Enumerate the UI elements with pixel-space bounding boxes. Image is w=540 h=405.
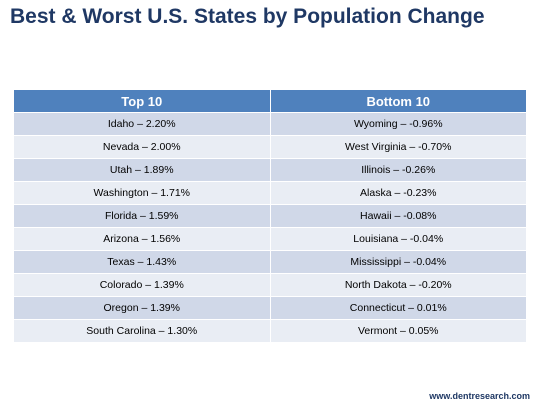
bottom-10-cell: Mississippi – -0.04% [270, 250, 526, 274]
table-header-row: Top 10 Bottom 10 [14, 90, 526, 113]
table-row: Colorado – 1.39% North Dakota – -0.20% [14, 273, 526, 297]
bottom-10-cell: North Dakota – -0.20% [270, 273, 526, 297]
column-header-bottom-10: Bottom 10 [270, 90, 526, 113]
top-10-cell: Texas – 1.43% [14, 250, 271, 274]
top-10-cell: South Carolina – 1.30% [14, 319, 271, 342]
table-row: South Carolina – 1.30% Vermont – 0.05% [14, 319, 526, 342]
bottom-10-cell: Connecticut – 0.01% [270, 296, 526, 320]
population-change-table: Top 10 Bottom 10 Idaho – 2.20% Wyoming – … [14, 90, 526, 342]
bottom-10-cell: Wyoming – -0.96% [270, 112, 526, 136]
bottom-10-cell: Hawaii – -0.08% [270, 204, 526, 228]
top-10-cell: Idaho – 2.20% [14, 112, 271, 136]
bottom-10-cell: Illinois – -0.26% [270, 158, 526, 182]
top-10-cell: Florida – 1.59% [14, 204, 271, 228]
top-10-cell: Nevada – 2.00% [14, 135, 271, 159]
top-10-cell: Colorado – 1.39% [14, 273, 271, 297]
bottom-10-cell: Louisiana – -0.04% [270, 227, 526, 251]
footer-url: www.dentresearch.com [429, 391, 530, 401]
top-10-cell: Arizona – 1.56% [14, 227, 271, 251]
table-row: Idaho – 2.20% Wyoming – -0.96% [14, 112, 526, 136]
page-title: Best & Worst U.S. States by Population C… [10, 5, 485, 28]
top-10-cell: Washington – 1.71% [14, 181, 271, 205]
table-row: Arizona – 1.56% Louisiana – -0.04% [14, 227, 526, 251]
table-row: Utah – 1.89% Illinois – -0.26% [14, 158, 526, 182]
bottom-10-cell: West Virginia – -0.70% [270, 135, 526, 159]
bottom-10-cell: Vermont – 0.05% [270, 319, 526, 342]
table-row: Texas – 1.43% Mississippi – -0.04% [14, 250, 526, 274]
table-body: Idaho – 2.20% Wyoming – -0.96% Nevada – 2.… [14, 112, 526, 342]
top-10-cell: Utah – 1.89% [14, 158, 271, 182]
table-row: Florida – 1.59% Hawaii – -0.08% [14, 204, 526, 228]
bottom-10-cell: Alaska – -0.23% [270, 181, 526, 205]
table-row: Nevada – 2.00% West Virginia – -0.70% [14, 135, 526, 159]
top-10-cell: Oregon – 1.39% [14, 296, 271, 320]
column-header-top-10: Top 10 [14, 90, 271, 113]
table-row: Oregon – 1.39% Connecticut – 0.01% [14, 296, 526, 320]
table-row: Washington – 1.71% Alaska – -0.23% [14, 181, 526, 205]
